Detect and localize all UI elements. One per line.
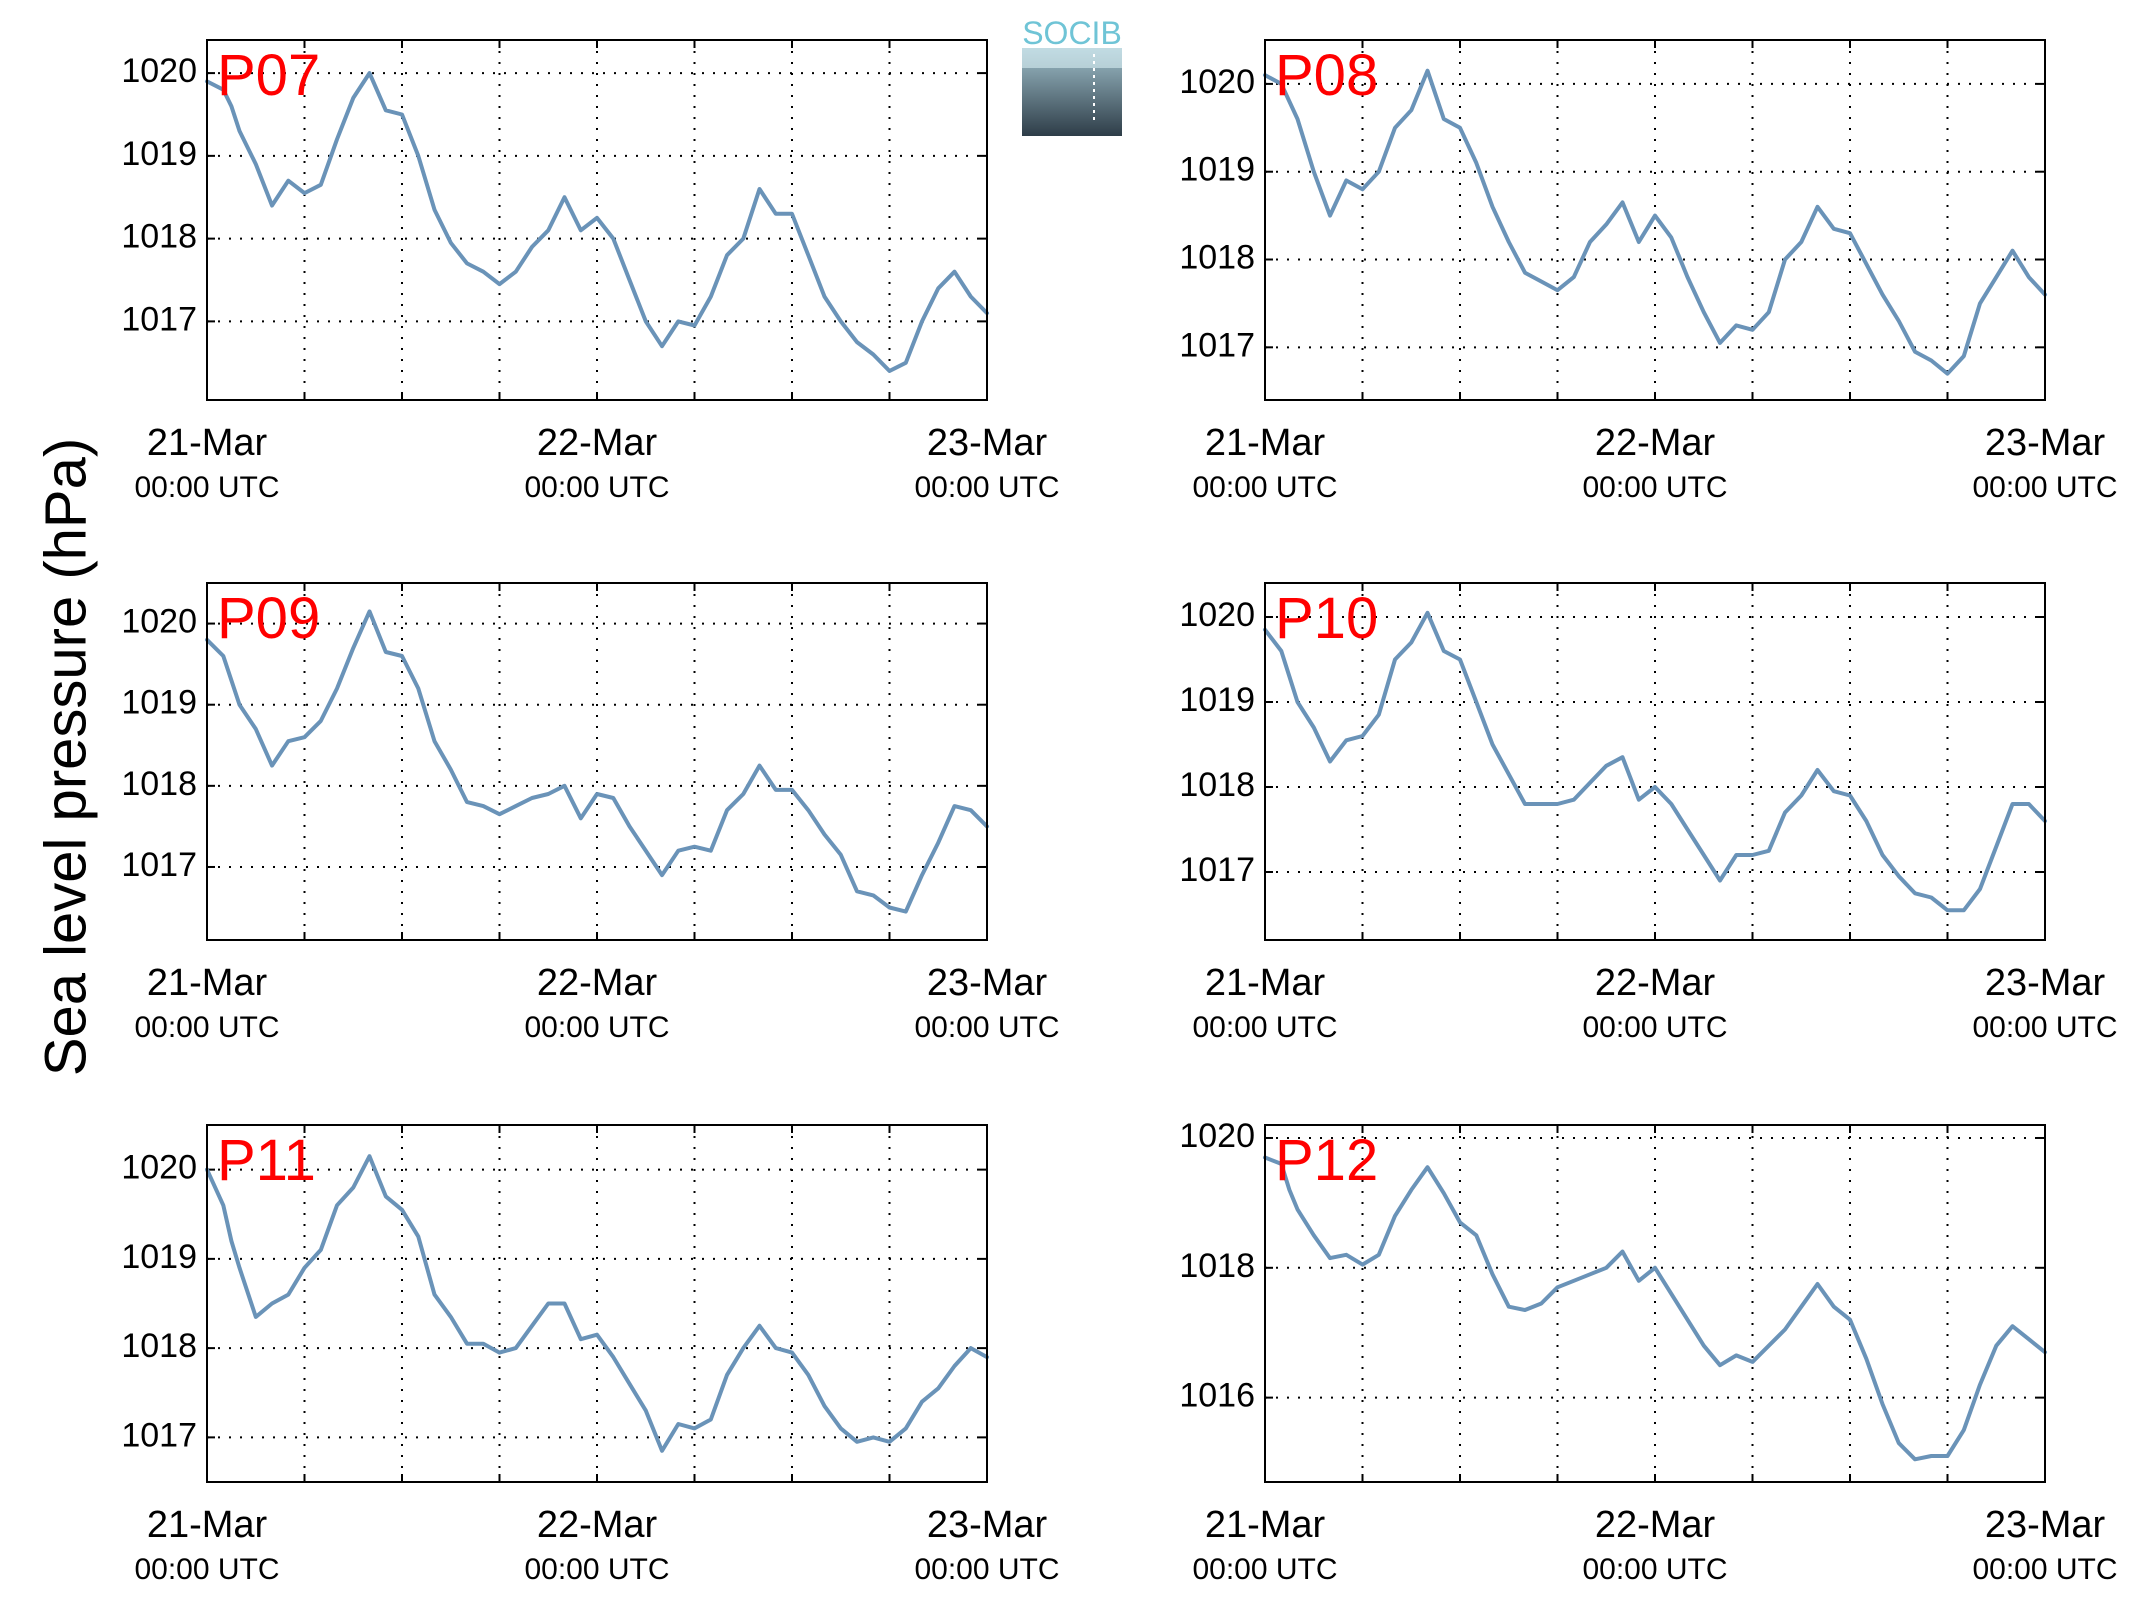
chart-panel-p07: 1017 1018 1019 1020 21-Mar 00:00 UTC 22-Mar 00:… <box>121 39 1060 504</box>
axes-box <box>206 39 988 401</box>
x-tick-label-date: 21-Mar <box>1205 422 1326 464</box>
y-tick-label: 1020 <box>121 603 197 641</box>
x-tick-label-time: 00:00 UTC <box>1972 1011 2117 1044</box>
x-tick-label-time: 00:00 UTC <box>1972 1553 2117 1586</box>
panel-label: P12 <box>1275 1128 1378 1193</box>
series-line-p07 <box>205 71 989 373</box>
x-tick-label-time: 00:00 UTC <box>1582 1011 1727 1044</box>
y-tick-label: 1019 <box>1179 681 1255 719</box>
panel-label: P09 <box>217 586 320 651</box>
y-tick-label: 1020 <box>1179 1117 1255 1155</box>
y-tick-label: 1018 <box>1179 766 1255 804</box>
x-tick-label-time: 00:00 UTC <box>524 1553 669 1586</box>
y-tick-label: 1016 <box>1179 1377 1255 1415</box>
x-tick-label-date: 21-Mar <box>1205 962 1326 1004</box>
chart-panel-p11: 1017 1018 1019 1020 21-Mar 00:00 UTC 22-Mar 00:… <box>121 1124 1060 1586</box>
y-tick-label: 1019 <box>121 1238 197 1276</box>
panel-label: P07 <box>217 43 320 108</box>
axes-box <box>1264 1124 2046 1483</box>
logo-text: SOCIB <box>1022 15 1122 51</box>
y-tick-label: 1018 <box>121 1327 197 1365</box>
chart-panel-p09: 1017 1018 1019 1020 21-Mar 00:00 UTC 22-Mar 00:… <box>121 582 1060 1044</box>
y-tick-label: 1018 <box>1179 238 1255 276</box>
x-tick-label-date: 21-Mar <box>147 962 268 1004</box>
y-tick-label: 1018 <box>121 765 197 803</box>
y-axis-label: Sea level pressure (hPa) <box>33 438 98 1076</box>
y-tick-label: 1020 <box>1179 63 1255 101</box>
y-tick-label: 1018 <box>121 218 197 256</box>
x-tick-label-date: 23-Mar <box>927 422 1048 464</box>
y-tick-label: 1017 <box>1179 851 1255 889</box>
x-tick-label-time: 00:00 UTC <box>914 471 1059 504</box>
x-tick-label-date: 22-Mar <box>537 422 658 464</box>
chart-panels: 1017 1018 1019 1020 21-Mar 00:00 UTC 22-Mar 00:… <box>121 39 2118 1586</box>
x-tick-label-date: 21-Mar <box>147 422 268 464</box>
chart-panel-p10: 1017 1018 1019 1020 21-Mar 00:00 UTC 22-Mar 00:… <box>1179 582 2118 1044</box>
x-tick-label-time: 00:00 UTC <box>1972 471 2117 504</box>
series-line-p09 <box>205 609 989 914</box>
y-tick-label: 1020 <box>1179 596 1255 634</box>
x-tick-label-date: 23-Mar <box>927 1504 1048 1546</box>
axes-box <box>206 1124 988 1483</box>
y-tick-label: 1017 <box>121 300 197 338</box>
panel-label: P08 <box>1275 43 1378 108</box>
x-tick-label-date: 23-Mar <box>1985 1504 2106 1546</box>
x-tick-label-time: 00:00 UTC <box>1192 1011 1337 1044</box>
x-tick-label-time: 00:00 UTC <box>914 1011 1059 1044</box>
x-tick-label-date: 22-Mar <box>1595 422 1716 464</box>
y-tick-label: 1019 <box>121 684 197 722</box>
x-tick-label-date: 22-Mar <box>537 962 658 1004</box>
x-tick-label-date: 23-Mar <box>1985 422 2106 464</box>
panel-label: P10 <box>1275 586 1378 651</box>
y-tick-label: 1019 <box>1179 151 1255 189</box>
chart-panel-p08: 1017 1018 1019 1020 21-Mar 00:00 UTC 22-Mar 00:… <box>1179 39 2118 504</box>
x-tick-label-date: 22-Mar <box>1595 1504 1716 1546</box>
x-tick-label-time: 00:00 UTC <box>1582 471 1727 504</box>
y-tick-label: 1020 <box>121 52 197 90</box>
axes-box <box>1264 39 2046 401</box>
chart-panel-p12: 1016 1018 1020 21-Mar 00:00 UTC 22-Mar 00:00 U… <box>1179 1117 2117 1586</box>
socib-logo: SOCIB <box>1022 15 1122 136</box>
y-tick-label: 1018 <box>1179 1247 1255 1285</box>
y-tick-label: 1017 <box>121 846 197 884</box>
x-tick-label-time: 00:00 UTC <box>134 471 279 504</box>
logo-band <box>1022 48 1122 68</box>
y-tick-label: 1020 <box>121 1149 197 1187</box>
series-line-p12 <box>1263 1155 2047 1462</box>
series-line-p08 <box>1263 68 2047 376</box>
x-tick-label-time: 00:00 UTC <box>914 1553 1059 1586</box>
x-tick-label-time: 00:00 UTC <box>1192 1553 1337 1586</box>
y-tick-label: 1017 <box>1179 326 1255 364</box>
axes-box <box>206 582 988 941</box>
x-tick-label-time: 00:00 UTC <box>1192 471 1337 504</box>
series-line-p11 <box>205 1154 989 1453</box>
x-tick-label-date: 21-Mar <box>147 1504 268 1546</box>
x-tick-label-date: 23-Mar <box>1985 962 2106 1004</box>
y-tick-label: 1019 <box>121 135 197 173</box>
x-tick-label-date: 21-Mar <box>1205 1504 1326 1546</box>
x-tick-label-time: 00:00 UTC <box>524 1011 669 1044</box>
x-tick-label-date: 23-Mar <box>927 962 1048 1004</box>
x-tick-label-time: 00:00 UTC <box>134 1553 279 1586</box>
x-tick-label-date: 22-Mar <box>537 1504 658 1546</box>
y-tick-label: 1017 <box>121 1416 197 1454</box>
axes-box <box>1264 582 2046 941</box>
x-tick-label-date: 22-Mar <box>1595 962 1716 1004</box>
x-tick-label-time: 00:00 UTC <box>1582 1553 1727 1586</box>
x-tick-label-time: 00:00 UTC <box>524 471 669 504</box>
series-line-p10 <box>1263 610 2047 913</box>
panel-label: P11 <box>217 1128 316 1193</box>
x-tick-label-time: 00:00 UTC <box>134 1011 279 1044</box>
